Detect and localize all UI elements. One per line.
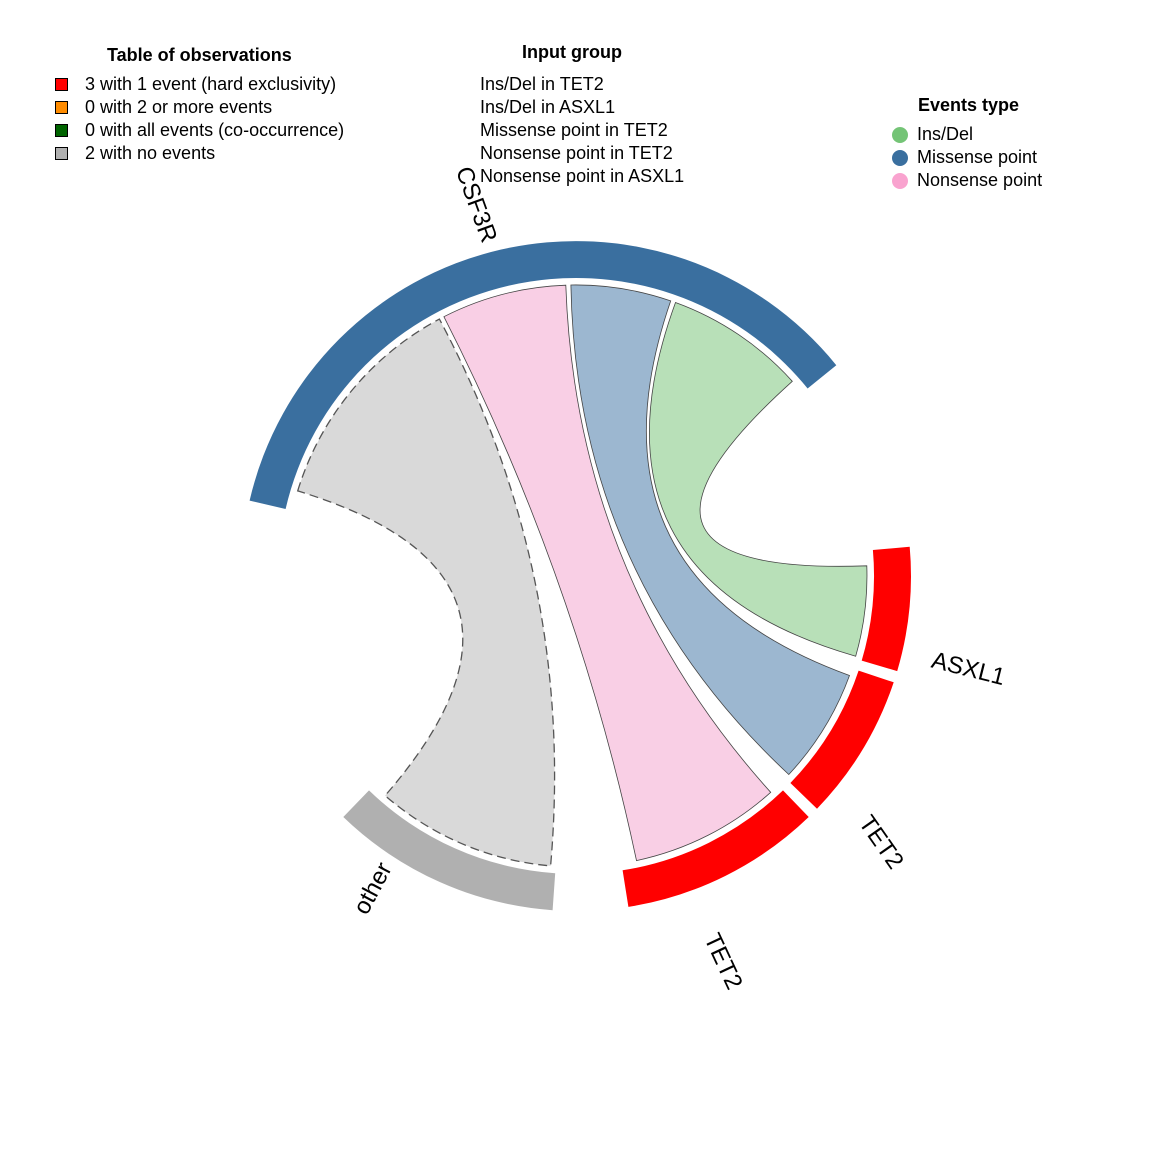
events-type-title: Events type [918, 95, 1020, 115]
sector-label-csf3r: CSF3R [450, 163, 502, 246]
observation-label: 2 with no events [85, 143, 216, 163]
ribbon-tet2-nonsense-point [443, 284, 772, 862]
events-type-dot [892, 149, 908, 166]
sector-arc-tet2 [622, 790, 809, 907]
input-group-legend: Input group Ins/Del in TET2 Ins/Del in AS… [480, 41, 684, 188]
observations-legend-item: 0 with all events (co-occurrence) [55, 119, 344, 142]
events-type-item: Ins/Del [892, 123, 1042, 146]
events-type-label: Missense point [917, 147, 1038, 167]
observations-legend-item: 2 with no events [55, 142, 344, 165]
events-type-label: Ins/Del [917, 124, 974, 144]
input-group-item: Missense point in TET2 [480, 120, 668, 140]
sector-label-other: other [348, 858, 398, 919]
input-group-item: Ins/Del in ASXL1 [480, 97, 616, 117]
sector-label-asxl1: ASXL1 [929, 647, 1008, 691]
sector-label-tet2: TET2 [853, 811, 909, 875]
input-group-title: Input group [522, 42, 622, 62]
events-type-dot [892, 172, 908, 189]
sector-arc-tet2 [790, 670, 894, 809]
events-type-label: Nonsense point [917, 170, 1043, 190]
observation-label: 0 with 2 or more events [85, 97, 273, 117]
observation-label: 3 with 1 event (hard exclusivity) [85, 74, 337, 94]
ribbon-asxl1-ins-del [648, 301, 868, 657]
events-type-item: Missense point [892, 146, 1042, 169]
observation-swatch [55, 78, 68, 91]
observation-swatch [55, 124, 68, 137]
observation-swatch [55, 147, 68, 160]
events-type-legend: Events type Ins/Del Missense point Nonsens… [892, 94, 1042, 192]
sector-arc-csf3r [249, 241, 837, 509]
observation-swatch [55, 101, 68, 114]
observations-legend-item: 0 with 2 or more events [55, 96, 344, 119]
observations-legend-title: Table of observations [107, 45, 292, 65]
sector-label-tet2: TET2 [698, 929, 747, 994]
input-group-item: Ins/Del in TET2 [480, 74, 604, 94]
observations-legend-item: 3 with 1 event (hard exclusivity) [55, 73, 344, 96]
observation-label: 0 with all events (co-occurrence) [85, 120, 345, 140]
events-type-dot [892, 126, 908, 143]
ribbon-other-no-events [296, 318, 556, 867]
events-type-item: Nonsense point [892, 169, 1042, 192]
input-group-item: Nonsense point in ASXL1 [480, 166, 685, 186]
sector-arc-other [343, 790, 556, 911]
sector-arc-asxl1 [861, 546, 911, 672]
observations-legend: Table of observations 3 with 1 event (ha… [55, 44, 344, 165]
input-group-item: Nonsense point in TET2 [480, 143, 673, 163]
ribbon-tet2-missense-point [570, 284, 851, 776]
